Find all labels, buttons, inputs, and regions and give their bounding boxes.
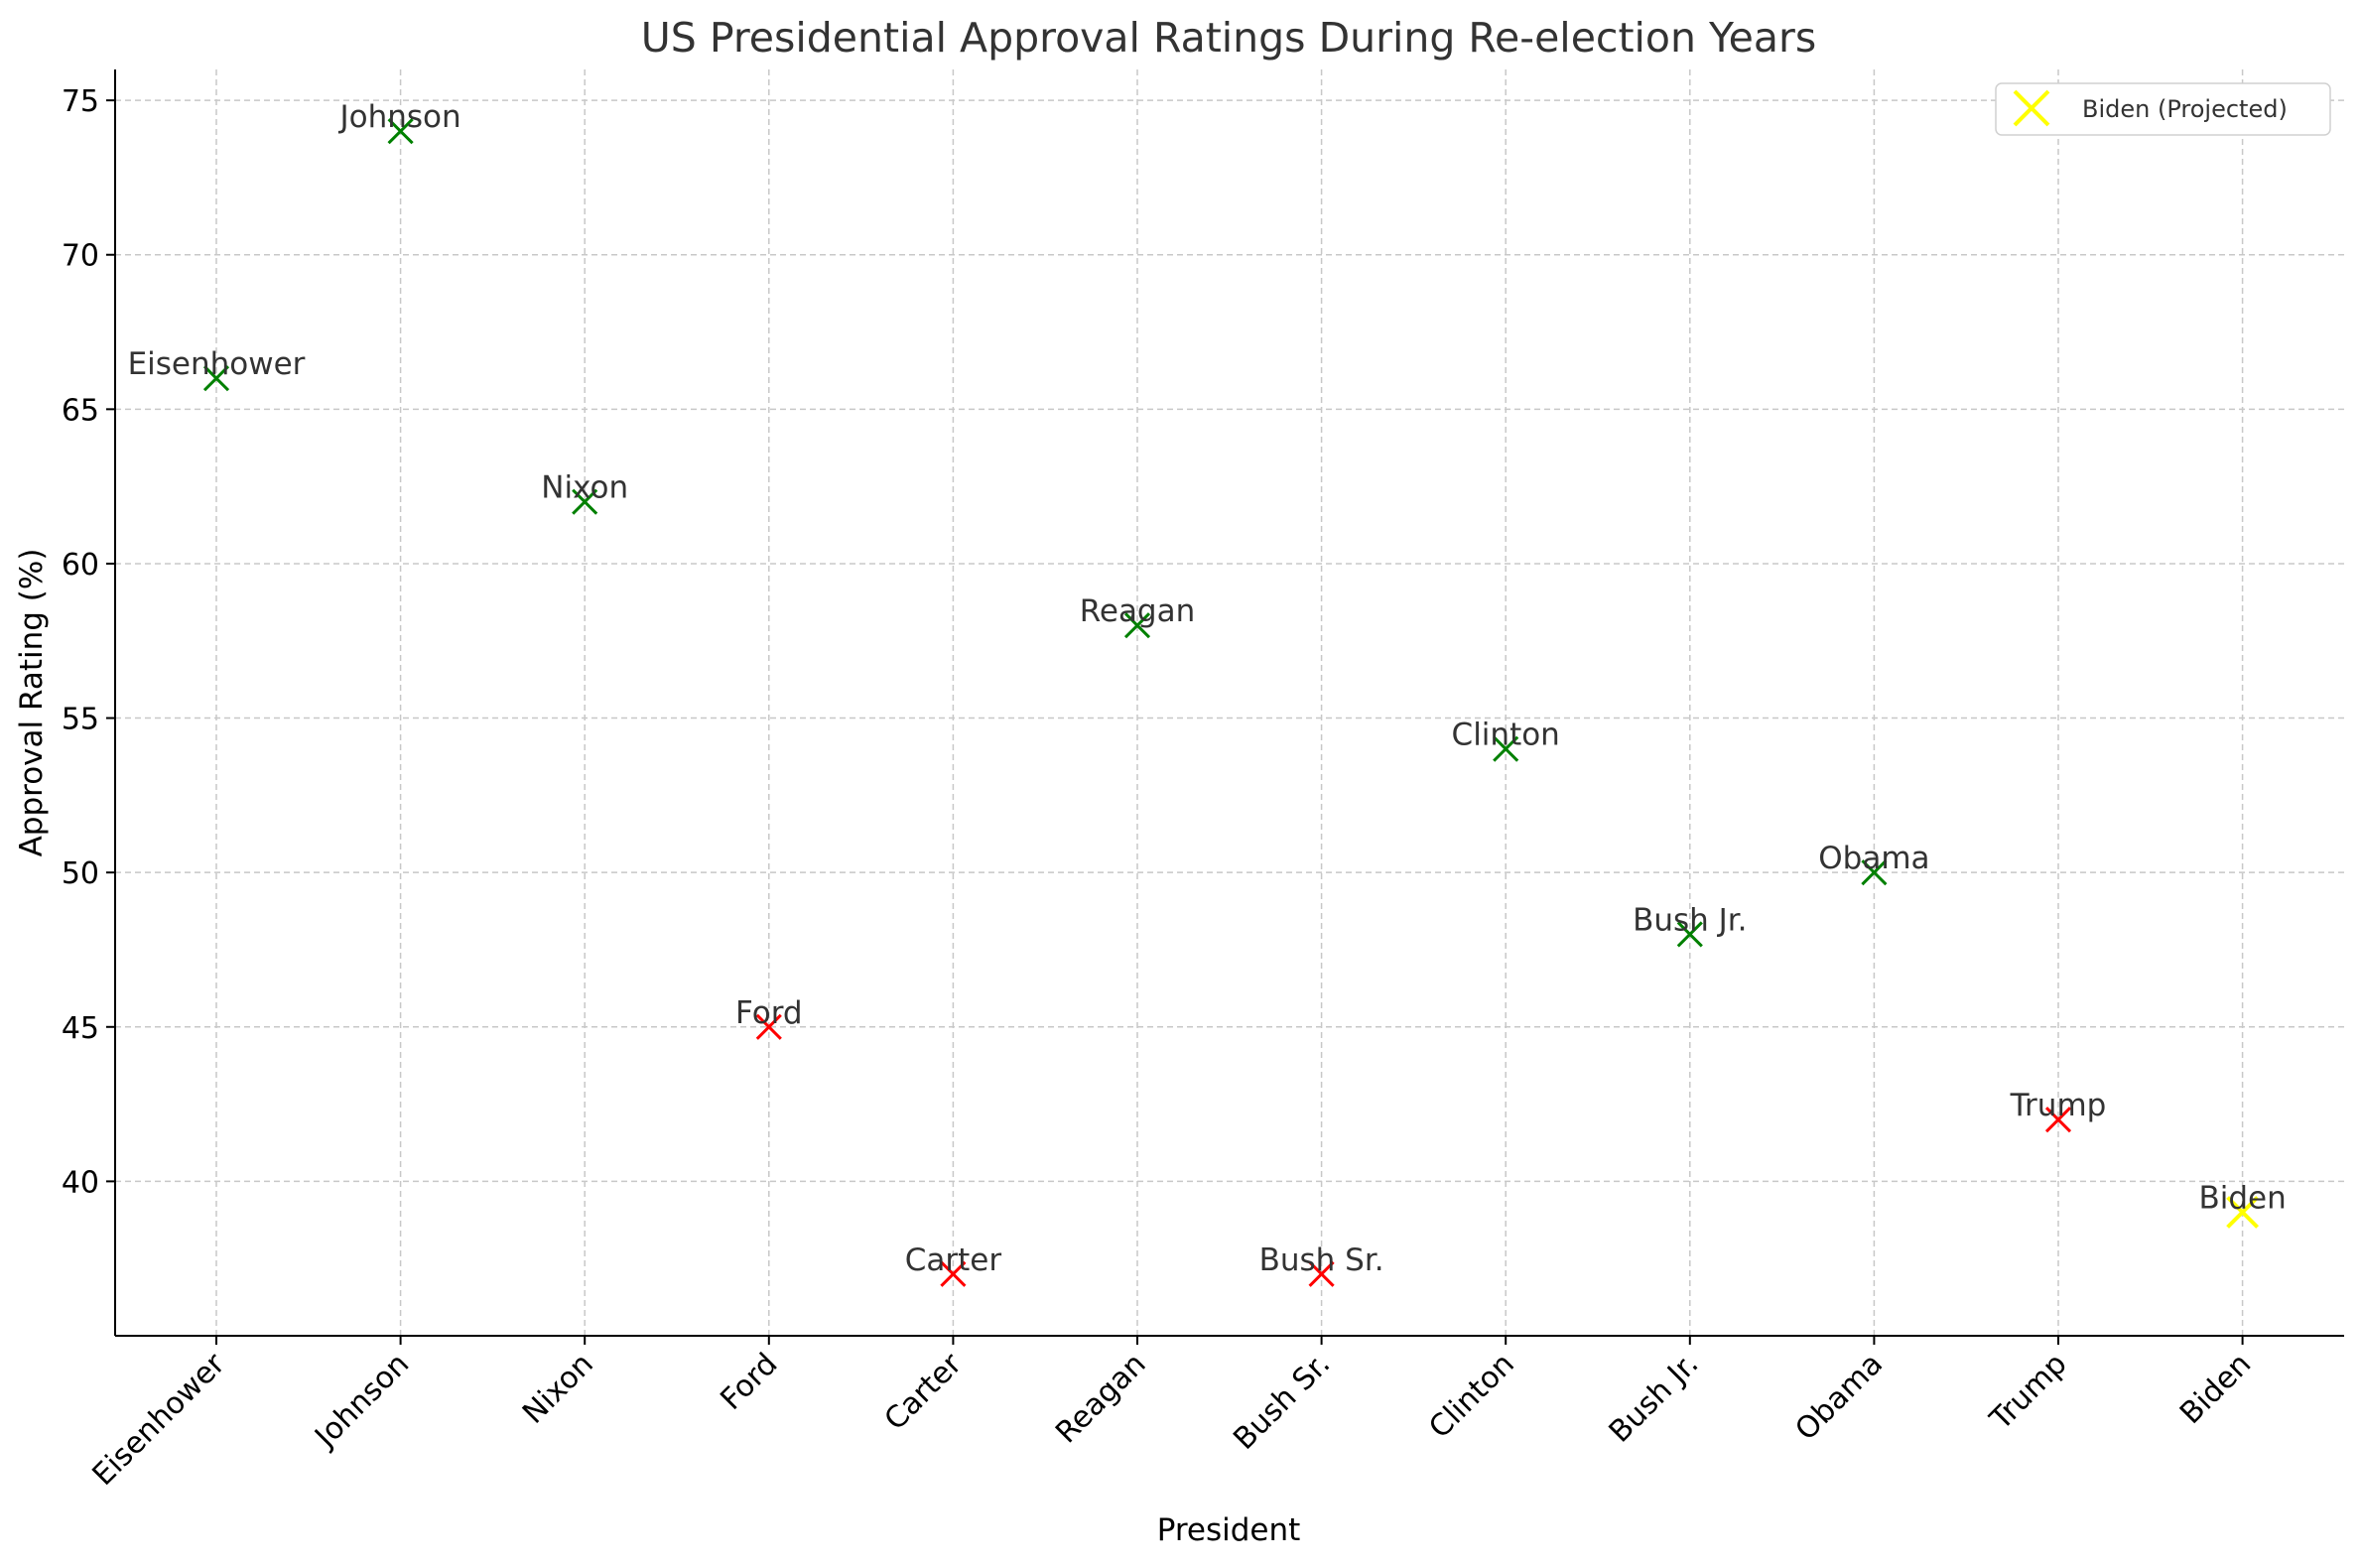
x-tick-label: Johnson <box>307 1347 416 1456</box>
legend-label: Biden (Projected) <box>2082 95 2288 123</box>
point-label: Johnson <box>338 99 461 135</box>
point-label: Bush Sr. <box>1259 1242 1384 1278</box>
x-tick-label: Carter <box>878 1346 970 1437</box>
x-tick-label: Ford <box>714 1347 784 1417</box>
y-tick-label: 65 <box>62 393 99 428</box>
x-axis-label: President <box>1157 1512 1301 1548</box>
data-point-johnson <box>387 118 414 145</box>
x-ticks: Eisenhower Johnson Nixon Ford Carter Reagan Bu… <box>86 1336 2258 1493</box>
point-label: Trump <box>2010 1088 2107 1123</box>
point-label: Clinton <box>1452 718 1560 753</box>
data-point-nixon <box>572 488 598 515</box>
x-tick-label: Clinton <box>1422 1347 1521 1446</box>
point-label: Obama <box>1818 841 1929 876</box>
x-tick-label: Trump <box>1983 1347 2074 1438</box>
data-point-reagan <box>1123 612 1151 639</box>
x-tick-label: Bush Jr. <box>1603 1347 1706 1450</box>
point-label: Nixon <box>541 470 628 506</box>
data-point-ford <box>755 1013 782 1040</box>
data-point-obama <box>1861 859 1888 886</box>
gridlines <box>115 69 2344 1336</box>
x-tick-label: Eisenhower <box>86 1346 233 1493</box>
data-point-carter <box>940 1260 967 1287</box>
point-label: Ford <box>735 995 803 1031</box>
legend-box <box>1995 82 2331 136</box>
data-point-trump <box>2044 1107 2072 1133</box>
point-label: Bush Jr. <box>1633 902 1747 938</box>
data-point-biden <box>2226 1196 2260 1229</box>
data-point-eisenhower <box>202 365 230 392</box>
y-axis-label: Approval Rating (%) <box>14 549 50 857</box>
point-label: Reagan <box>1080 593 1196 629</box>
data-point-bush-sr <box>1308 1260 1335 1287</box>
data-point-bush-jr <box>1676 921 1703 948</box>
y-tick-label: 50 <box>62 856 99 891</box>
data-points <box>202 118 2260 1287</box>
y-tick-label: 75 <box>62 84 99 119</box>
point-labels: Eisenhower Johnson Nixon Ford Carter Reagan Bu… <box>128 99 2287 1278</box>
x-tick-label: Obama <box>1788 1347 1890 1448</box>
y-tick-label: 40 <box>62 1165 99 1200</box>
legend: Biden (Projected) <box>1995 82 2331 136</box>
point-label: Eisenhower <box>128 346 306 382</box>
point-label: Biden <box>2198 1181 2286 1217</box>
data-point-clinton <box>1493 735 1519 762</box>
chart-title: US Presidential Approval Ratings During … <box>641 14 1816 62</box>
y-tick-label: 60 <box>62 548 99 583</box>
x-tick-label: Bush Sr. <box>1227 1347 1337 1457</box>
x-tick-label: Reagan <box>1049 1347 1152 1450</box>
y-tick-label: 55 <box>62 703 99 737</box>
y-tick-label: 45 <box>62 1011 99 1046</box>
point-label: Carter <box>905 1242 1002 1278</box>
x-tick-label: Nixon <box>516 1347 600 1431</box>
legend-marker-icon <box>2013 89 2050 127</box>
y-tick-label: 70 <box>62 239 99 274</box>
x-tick-label: Biden <box>2173 1347 2258 1431</box>
y-ticks: 40 45 50 55 60 65 70 75 <box>62 84 115 1200</box>
